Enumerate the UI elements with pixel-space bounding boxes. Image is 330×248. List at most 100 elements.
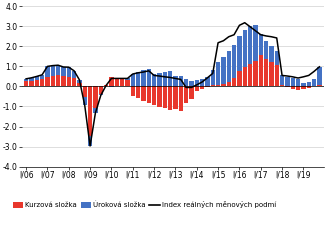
Bar bbox=[147, 69, 151, 87]
Bar bbox=[120, 79, 124, 87]
Bar bbox=[56, 75, 60, 87]
Bar bbox=[205, 77, 210, 87]
Bar bbox=[82, 87, 87, 97]
Bar bbox=[258, 34, 263, 55]
Bar bbox=[99, 94, 103, 95]
Bar bbox=[88, 136, 92, 146]
Bar bbox=[131, 87, 135, 96]
Bar bbox=[312, 79, 316, 86]
Bar bbox=[184, 79, 188, 87]
Bar bbox=[195, 80, 199, 87]
Bar bbox=[248, 64, 252, 87]
Bar bbox=[200, 79, 204, 87]
Bar bbox=[24, 79, 28, 81]
Bar bbox=[109, 77, 114, 87]
Bar bbox=[290, 78, 295, 87]
Bar bbox=[179, 76, 183, 87]
Bar bbox=[269, 46, 274, 62]
Bar bbox=[248, 26, 252, 64]
Bar bbox=[50, 66, 55, 76]
Bar bbox=[136, 87, 140, 98]
Bar bbox=[296, 87, 300, 90]
Bar bbox=[216, 85, 220, 87]
Bar bbox=[168, 71, 172, 87]
Bar bbox=[269, 62, 274, 87]
Bar bbox=[179, 87, 183, 111]
Bar bbox=[24, 81, 28, 87]
Bar bbox=[232, 78, 236, 87]
Bar bbox=[280, 86, 284, 87]
Bar bbox=[264, 59, 268, 87]
Bar bbox=[189, 87, 194, 99]
Bar bbox=[29, 78, 34, 81]
Bar bbox=[211, 86, 215, 87]
Bar bbox=[195, 87, 199, 92]
Bar bbox=[237, 71, 242, 87]
Bar bbox=[120, 78, 124, 79]
Bar bbox=[45, 66, 49, 77]
Bar bbox=[40, 79, 44, 87]
Bar bbox=[40, 75, 44, 79]
Bar bbox=[109, 87, 114, 88]
Bar bbox=[141, 87, 146, 101]
Bar bbox=[88, 87, 92, 136]
Bar bbox=[258, 55, 263, 87]
Bar bbox=[72, 71, 76, 78]
Bar bbox=[253, 25, 258, 62]
Bar bbox=[115, 78, 119, 87]
Bar bbox=[307, 87, 311, 88]
Bar bbox=[307, 82, 311, 87]
Bar bbox=[35, 80, 39, 87]
Bar bbox=[232, 45, 236, 78]
Bar bbox=[264, 41, 268, 59]
Bar bbox=[61, 76, 66, 87]
Bar bbox=[152, 87, 156, 105]
Bar bbox=[67, 67, 71, 77]
Bar bbox=[168, 87, 172, 110]
Bar bbox=[82, 97, 87, 105]
Bar bbox=[237, 36, 242, 71]
Bar bbox=[29, 81, 34, 87]
Bar bbox=[35, 76, 39, 80]
Bar bbox=[93, 108, 98, 113]
Legend: Kurzová složka, Úroková složka, Index reálných měnových podmí: Kurzová složka, Úroková složka, Index re… bbox=[10, 199, 279, 211]
Bar bbox=[205, 87, 210, 88]
Bar bbox=[216, 62, 220, 85]
Bar bbox=[147, 87, 151, 103]
Bar bbox=[61, 67, 66, 76]
Bar bbox=[157, 87, 162, 107]
Bar bbox=[131, 74, 135, 87]
Bar bbox=[290, 87, 295, 89]
Bar bbox=[136, 72, 140, 87]
Bar bbox=[93, 87, 98, 108]
Bar bbox=[317, 67, 321, 85]
Bar bbox=[173, 87, 178, 109]
Bar bbox=[200, 87, 204, 90]
Bar bbox=[221, 57, 226, 84]
Bar bbox=[72, 78, 76, 87]
Bar bbox=[312, 86, 316, 87]
Bar bbox=[221, 84, 226, 87]
Bar bbox=[285, 77, 290, 87]
Bar bbox=[227, 51, 231, 82]
Bar bbox=[275, 51, 279, 65]
Bar bbox=[211, 70, 215, 86]
Bar bbox=[125, 80, 130, 87]
Bar bbox=[285, 87, 290, 88]
Bar bbox=[317, 85, 321, 87]
Bar bbox=[125, 78, 130, 80]
Bar bbox=[163, 87, 167, 108]
Bar bbox=[280, 75, 284, 86]
Bar bbox=[77, 83, 82, 87]
Bar bbox=[45, 77, 49, 87]
Bar bbox=[243, 30, 247, 67]
Bar bbox=[301, 83, 306, 87]
Bar bbox=[157, 73, 162, 87]
Bar bbox=[296, 79, 300, 87]
Bar bbox=[184, 87, 188, 103]
Bar bbox=[99, 87, 103, 94]
Bar bbox=[152, 74, 156, 87]
Bar bbox=[253, 62, 258, 87]
Bar bbox=[243, 67, 247, 87]
Bar bbox=[56, 65, 60, 75]
